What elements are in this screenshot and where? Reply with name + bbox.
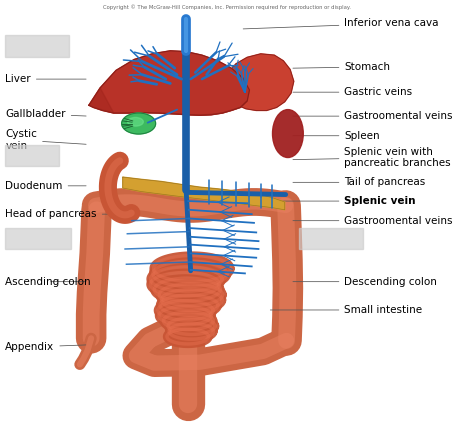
- Ellipse shape: [122, 113, 155, 134]
- Text: Gallbladder: Gallbladder: [5, 109, 86, 119]
- Text: Descending colon: Descending colon: [293, 277, 438, 287]
- Text: Spleen: Spleen: [293, 131, 380, 141]
- Text: Small intestine: Small intestine: [270, 305, 422, 315]
- Bar: [299, 228, 363, 249]
- Bar: [5, 146, 60, 166]
- Text: Gastroomental veins: Gastroomental veins: [293, 216, 453, 225]
- Text: Splenic vein with
pancreatic branches: Splenic vein with pancreatic branches: [293, 147, 451, 168]
- Text: Inferior vena cava: Inferior vena cava: [243, 18, 439, 29]
- Ellipse shape: [128, 118, 144, 126]
- Bar: [5, 35, 69, 57]
- Text: Ascending colon: Ascending colon: [5, 277, 91, 287]
- Text: Tail of pancreas: Tail of pancreas: [293, 177, 426, 187]
- Text: Cystic
vein: Cystic vein: [5, 129, 86, 151]
- Text: Appendix: Appendix: [5, 342, 86, 352]
- Text: Splenic vein: Splenic vein: [275, 196, 416, 206]
- Text: Gastroomental veins: Gastroomental veins: [293, 111, 453, 121]
- Text: Head of pancreas: Head of pancreas: [5, 209, 113, 219]
- Polygon shape: [89, 88, 247, 115]
- Text: Copyright © The McGraw-Hill Companies, Inc. Permission required for reproduction: Copyright © The McGraw-Hill Companies, I…: [103, 4, 351, 10]
- Polygon shape: [123, 177, 285, 210]
- Bar: [5, 228, 71, 249]
- Polygon shape: [225, 54, 294, 111]
- Ellipse shape: [273, 110, 303, 157]
- Text: Liver: Liver: [5, 74, 86, 84]
- Text: Duodenum: Duodenum: [5, 181, 86, 191]
- Text: Gastric veins: Gastric veins: [293, 87, 412, 97]
- Text: Stomach: Stomach: [293, 62, 391, 72]
- Polygon shape: [89, 51, 249, 115]
